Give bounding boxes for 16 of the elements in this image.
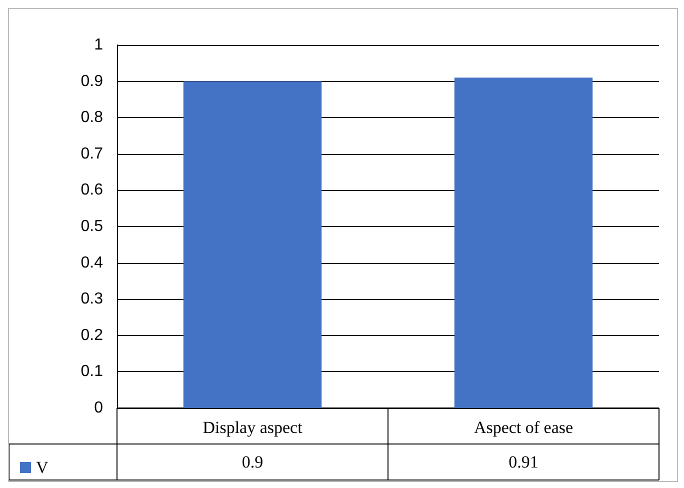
y-tick-label: 0.2 (80, 326, 104, 344)
y-tick-label: 0.7 (80, 145, 104, 162)
data-label: 0.9 (242, 452, 264, 472)
x-tick-label: Aspect of ease (474, 418, 574, 437)
data-label: 0.91 (508, 452, 538, 472)
y-tick-label: 0.1 (80, 363, 104, 380)
y-tick-label: 0.3 (80, 290, 104, 308)
y-tick-label: 0.6 (80, 182, 104, 199)
x-tick-label: Display aspect (202, 418, 303, 437)
y-tick-label: 1 (94, 36, 104, 54)
y-tick-label: 0.4 (80, 254, 104, 272)
y-tick-label: 0.5 (80, 218, 104, 235)
y-tick-label: 0.8 (80, 109, 104, 126)
y-tick-label: 0.9 (80, 72, 104, 90)
legend-label: V (36, 458, 49, 477)
y-tick-label: 0 (94, 400, 104, 416)
